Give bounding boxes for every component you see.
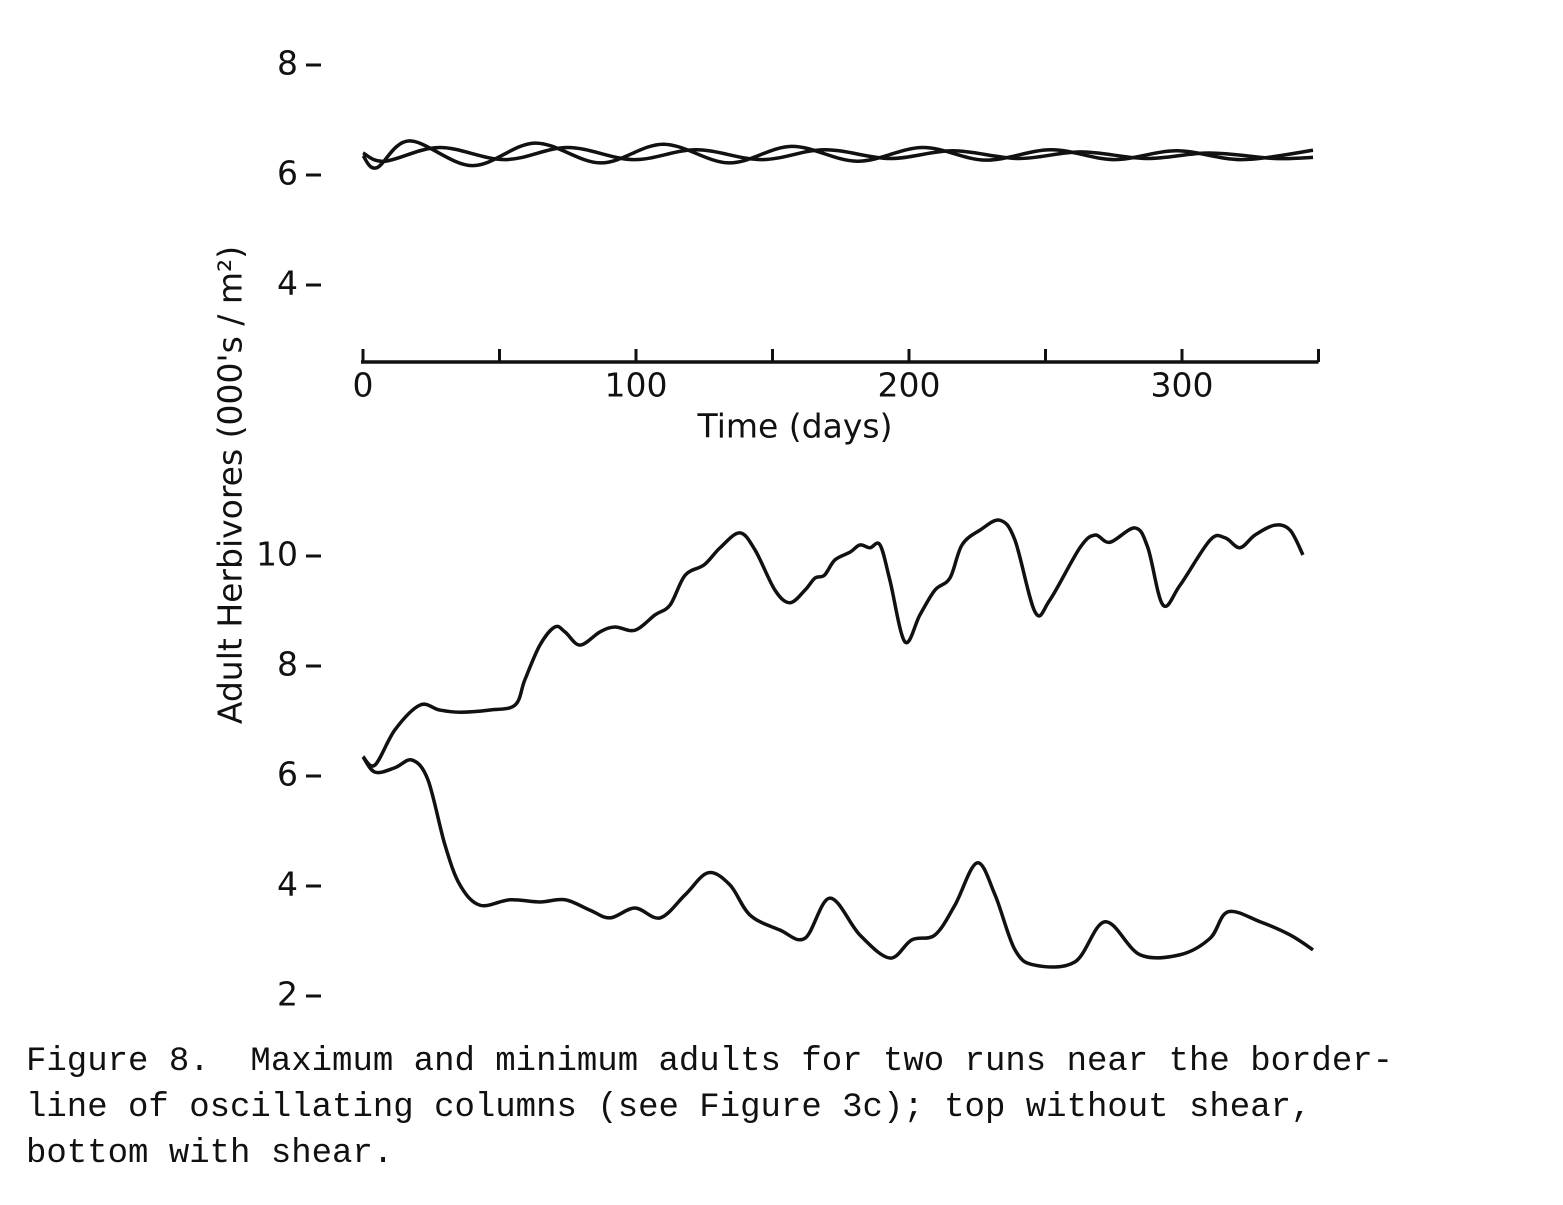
- y-tick-label: 8: [277, 44, 298, 83]
- y-tick-label: 4: [277, 264, 298, 303]
- caption-line: bottom with shear.: [26, 1135, 393, 1173]
- data-line: [361, 139, 1314, 170]
- x-axis-label: Time (days): [697, 407, 893, 446]
- y-tick-label: 2: [277, 975, 298, 1014]
- y-tick-label: 8: [277, 645, 298, 684]
- y-tick-label: 4: [277, 865, 298, 904]
- y-tick-label: 6: [277, 154, 298, 193]
- x-tick-label: 200: [878, 366, 941, 405]
- caption-line: line of oscillating columns (see Figure …: [26, 1089, 1311, 1127]
- x-tick-label: 0: [353, 366, 374, 405]
- y-tick-label: 10: [256, 535, 298, 574]
- x-tick-label: 100: [605, 366, 668, 405]
- caption-line: Figure 8. Maximum and minimum adults for…: [26, 1043, 1393, 1081]
- data-line: [361, 755, 1315, 969]
- x-tick-label: 300: [1151, 366, 1214, 405]
- y-axis-label: Adult Herbivores (000's / m²): [211, 246, 250, 724]
- data-line: [361, 518, 1305, 768]
- data-line: [362, 145, 1314, 164]
- y-tick-label: 6: [277, 755, 298, 794]
